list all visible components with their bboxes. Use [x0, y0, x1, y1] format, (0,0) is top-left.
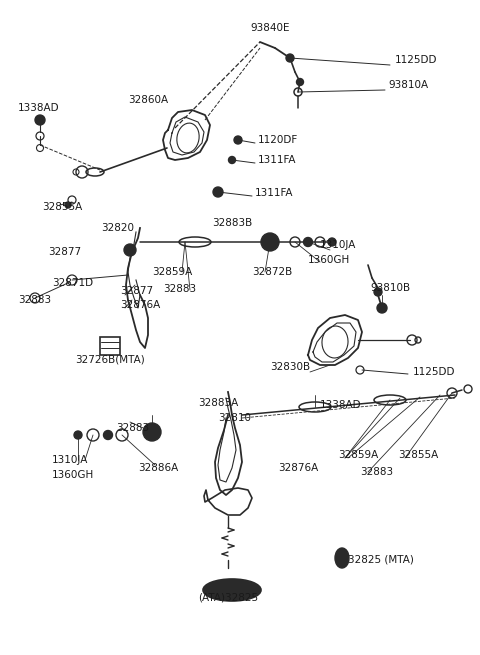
Text: 32859A: 32859A	[152, 267, 192, 277]
Circle shape	[234, 136, 242, 144]
Circle shape	[303, 238, 312, 246]
Text: (ATA)32825: (ATA)32825	[198, 592, 258, 602]
Text: 32883: 32883	[360, 467, 393, 477]
Text: 32883: 32883	[117, 423, 150, 433]
Text: 1360GH: 1360GH	[308, 255, 350, 265]
Text: 32810: 32810	[218, 413, 252, 423]
Text: 32877: 32877	[48, 247, 81, 257]
Text: 32883B: 32883B	[212, 218, 252, 228]
Text: 32830B: 32830B	[270, 362, 310, 372]
Circle shape	[261, 233, 279, 251]
Circle shape	[213, 187, 223, 197]
Text: 1125DD: 1125DD	[395, 55, 437, 65]
Text: 32876A: 32876A	[120, 300, 160, 310]
Circle shape	[228, 157, 236, 164]
Text: 32871D: 32871D	[52, 278, 93, 288]
Circle shape	[374, 288, 382, 296]
Text: 1310JA: 1310JA	[320, 240, 356, 250]
Text: 1338AD: 1338AD	[18, 103, 60, 113]
Text: 1338AD: 1338AD	[320, 400, 361, 410]
Text: 93810A: 93810A	[388, 80, 428, 90]
Circle shape	[65, 202, 71, 208]
Ellipse shape	[203, 579, 261, 601]
Circle shape	[143, 423, 161, 441]
Text: 1310JA: 1310JA	[52, 455, 88, 465]
Circle shape	[297, 79, 303, 86]
Text: 93810B: 93810B	[370, 283, 410, 293]
Bar	[100, 337, 120, 355]
Text: 1311FA: 1311FA	[258, 155, 297, 165]
Circle shape	[124, 244, 136, 256]
Text: 32859A: 32859A	[338, 450, 378, 460]
Text: 32825 (MTA): 32825 (MTA)	[348, 555, 414, 565]
Circle shape	[35, 115, 45, 125]
Text: 1120DF: 1120DF	[258, 135, 298, 145]
Text: 32883A: 32883A	[198, 398, 238, 408]
Text: 32877: 32877	[120, 286, 153, 296]
Circle shape	[377, 303, 387, 313]
Text: 32820: 32820	[101, 223, 134, 233]
Text: 32883: 32883	[163, 284, 197, 294]
Circle shape	[286, 54, 294, 62]
Circle shape	[104, 430, 112, 440]
Circle shape	[328, 238, 336, 246]
Text: 32860A: 32860A	[128, 95, 168, 105]
Circle shape	[74, 431, 82, 439]
Text: 32886A: 32886A	[138, 463, 178, 473]
Text: 32855A: 32855A	[42, 202, 82, 212]
Text: 32855A: 32855A	[398, 450, 438, 460]
Text: 93840E: 93840E	[250, 23, 290, 33]
Text: 1311FA: 1311FA	[255, 188, 293, 198]
Text: 32883: 32883	[18, 295, 51, 305]
Text: 32726B(MTA): 32726B(MTA)	[75, 355, 145, 365]
Ellipse shape	[335, 548, 349, 568]
Text: 1360GH: 1360GH	[52, 470, 94, 480]
Text: 32872B: 32872B	[252, 267, 292, 277]
Text: 32876A: 32876A	[278, 463, 318, 473]
Text: 1125DD: 1125DD	[413, 367, 456, 377]
